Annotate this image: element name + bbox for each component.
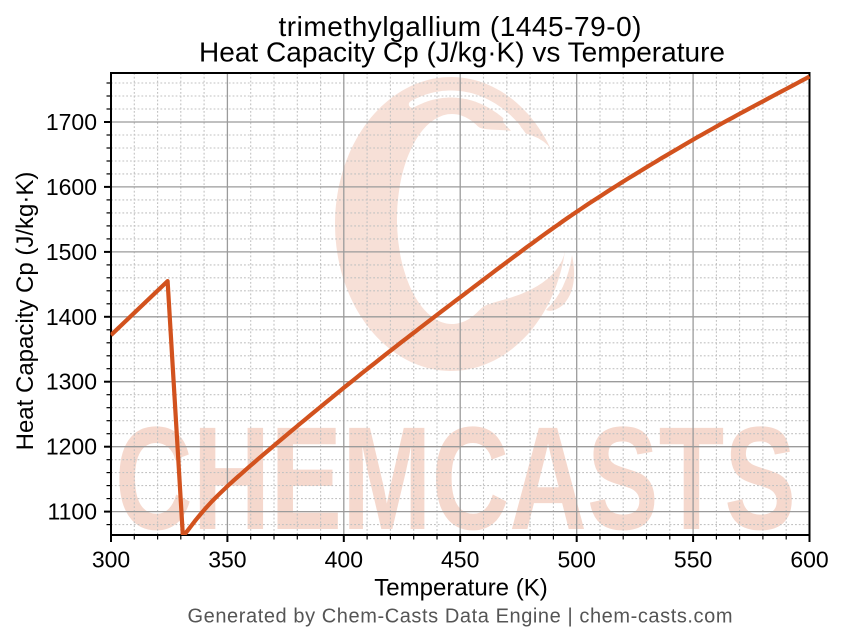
svg-text:300: 300 <box>92 547 130 573</box>
svg-text:1400: 1400 <box>46 304 97 330</box>
svg-text:1100: 1100 <box>48 499 97 525</box>
svg-text:500: 500 <box>558 547 596 573</box>
svg-text:1500: 1500 <box>46 239 97 265</box>
svg-text:Temperature (K): Temperature (K) <box>374 574 547 601</box>
svg-text:CHEMCASTS: CHEMCASTS <box>115 397 796 561</box>
svg-text:trimethylgallium (1445-79-0): trimethylgallium (1445-79-0) <box>279 11 642 42</box>
svg-text:Heat Capacity Cp (J/kg·K) vs T: Heat Capacity Cp (J/kg·K) vs Temperature <box>199 36 725 67</box>
svg-text:1700: 1700 <box>46 109 97 135</box>
svg-text:600: 600 <box>790 547 828 573</box>
svg-text:1300: 1300 <box>46 369 97 395</box>
svg-text:1200: 1200 <box>46 434 97 460</box>
svg-text:450: 450 <box>441 547 479 573</box>
svg-text:550: 550 <box>674 547 712 573</box>
svg-text:400: 400 <box>325 547 363 573</box>
svg-text:350: 350 <box>208 547 246 573</box>
svg-text:1600: 1600 <box>46 174 97 200</box>
svg-text:Generated by Chem-Casts Data E: Generated by Chem-Casts Data Engine | ch… <box>188 606 733 628</box>
svg-text:Heat Capacity Cp (J/kg·K): Heat Capacity Cp (J/kg·K) <box>12 172 39 451</box>
